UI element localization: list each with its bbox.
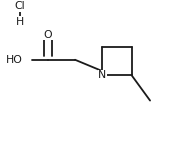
Text: H: H (16, 17, 24, 27)
Text: HO: HO (6, 55, 23, 65)
Text: Cl: Cl (15, 1, 25, 11)
Text: O: O (43, 30, 52, 40)
Text: N: N (98, 70, 107, 80)
